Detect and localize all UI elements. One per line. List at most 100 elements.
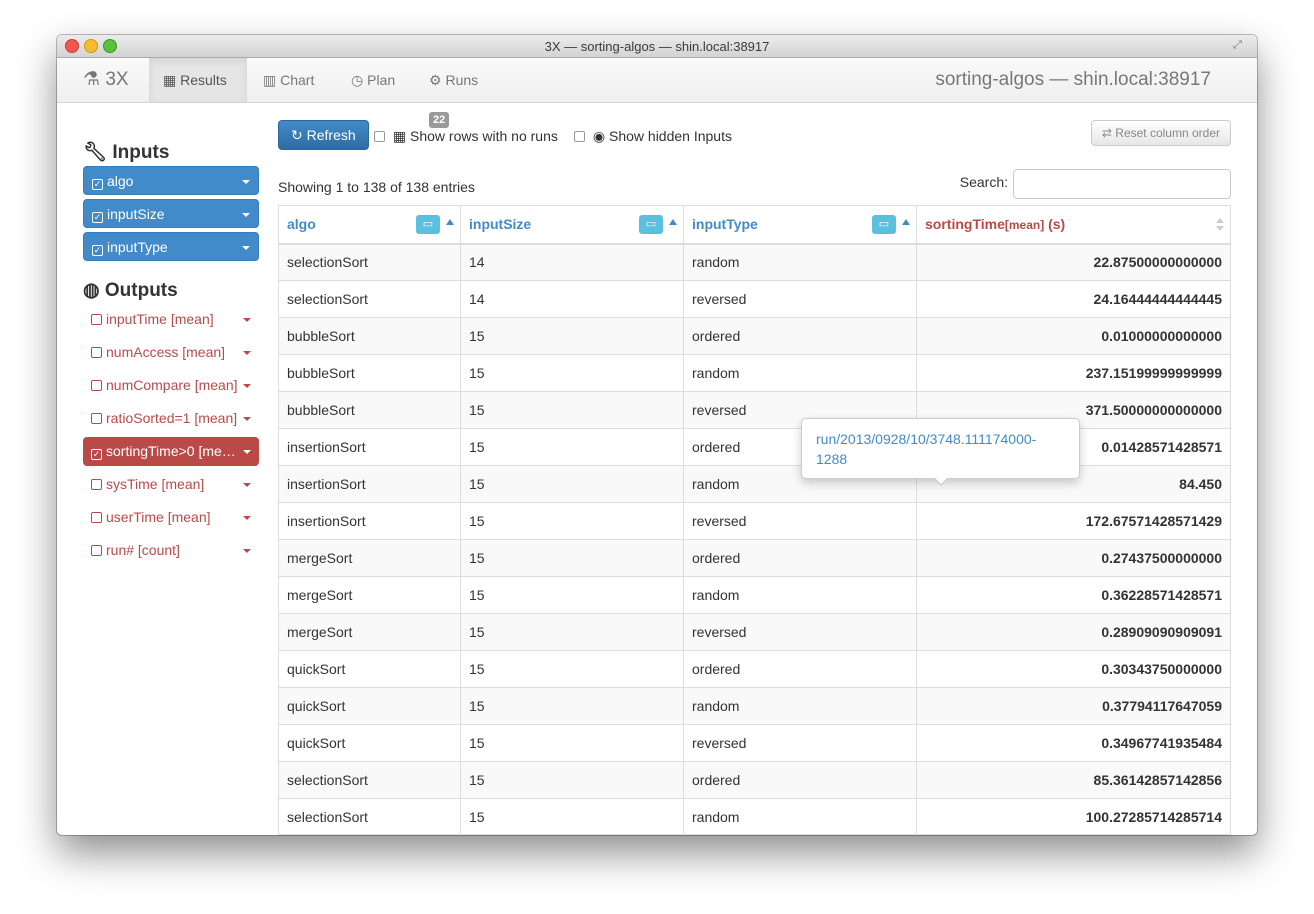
inputsize-cell[interactable]: 15 [461, 614, 684, 650]
checkbox-icon[interactable] [374, 131, 385, 142]
algo-cell[interactable]: quickSort [279, 725, 461, 761]
inputtype-cell[interactable]: random [684, 244, 917, 280]
algo-cell[interactable]: selectionSort [279, 281, 461, 317]
algo-cell[interactable]: bubbleSort [279, 318, 461, 354]
algo-cell[interactable]: mergeSort [279, 577, 461, 613]
sortingtime-cell[interactable]: 172.67571428571429 [1085, 513, 1222, 529]
inputsize-cell[interactable]: 15 [461, 392, 684, 428]
sortingtime-cell[interactable]: 0.27437500000000 [1101, 550, 1222, 566]
inputsize-cell[interactable]: 15 [461, 466, 684, 502]
sortingtime-cell[interactable]: 0.34967741935484 [1101, 735, 1222, 751]
inputsize-cell[interactable]: 14 [461, 244, 684, 280]
zoom-window-button[interactable] [103, 39, 117, 53]
inputtype-cell[interactable]: ordered [684, 540, 917, 576]
checkbox-icon[interactable] [574, 131, 585, 142]
caret-down-icon[interactable] [242, 246, 250, 250]
caret-down-icon[interactable] [243, 384, 251, 388]
header-sortingtime[interactable]: sortingTime[mean] (s) [917, 206, 1230, 243]
inputtype-cell[interactable]: random [684, 355, 917, 391]
sortingtime-cell[interactable]: 0.30343750000000 [1101, 661, 1222, 677]
algo-cell[interactable]: selectionSort [279, 762, 461, 798]
inputtype-cell[interactable]: random [684, 688, 917, 724]
inputtype-cell[interactable]: ordered [684, 762, 917, 798]
input-inputtype[interactable]: ✓ inputType [83, 232, 259, 261]
algo-cell[interactable]: selectionSort [279, 799, 461, 834]
sortingtime-cell[interactable]: 22.87500000000000 [1093, 254, 1222, 270]
sortingtime-cell[interactable]: 0.37794117647059 [1102, 698, 1222, 714]
output-usertime[interactable]: userTime [mean] [83, 503, 259, 532]
run-popover[interactable]: run/2013/0928/10/3748.111174000-1288 [801, 418, 1080, 479]
sortingtime-cell[interactable]: 371.50000000000000 [1085, 402, 1222, 418]
reset-column-order-button[interactable]: ⇄ Reset column order [1090, 120, 1231, 146]
show-hidden-inputs-toggle[interactable]: ◉ Show hidden Inputs [574, 128, 732, 145]
inputsize-cell[interactable]: 14 [461, 281, 684, 317]
run-link[interactable]: run/2013/0928/10/3748.111174000-1288 [816, 431, 1037, 467]
fullscreen-icon[interactable]: ⤢ [1233, 39, 1242, 51]
inputsize-cell[interactable]: 15 [461, 503, 684, 539]
output-numcompare[interactable]: numCompare [mean] [83, 371, 259, 400]
algo-cell[interactable]: bubbleSort [279, 355, 461, 391]
inputsize-cell[interactable]: 15 [461, 762, 684, 798]
inputsize-cell[interactable]: 15 [461, 725, 684, 761]
brand[interactable]: ⚗ 3X [83, 68, 129, 91]
output-inputtime[interactable]: inputTime [mean] [83, 305, 259, 334]
inputtype-cell[interactable]: random [684, 799, 917, 834]
sortingtime-cell[interactable]: 0.01000000000000 [1101, 328, 1222, 344]
caret-down-icon[interactable] [243, 450, 251, 454]
search-input[interactable] [1013, 169, 1231, 199]
output-numaccess[interactable]: numAccess [mean] [83, 338, 259, 367]
inputsize-cell[interactable]: 15 [461, 688, 684, 724]
caret-down-icon[interactable] [242, 180, 250, 184]
header-inputsize[interactable]: inputSize ▭ [461, 206, 684, 243]
inputtype-cell[interactable]: reversed [684, 725, 917, 761]
inputsize-cell[interactable]: 15 [461, 577, 684, 613]
tab-plan[interactable]: ◷ Plan [337, 58, 411, 102]
inputsize-cell[interactable]: 15 [461, 429, 684, 465]
caret-down-icon[interactable] [243, 549, 251, 553]
output-run-count[interactable]: run# [count] [83, 536, 259, 565]
algo-cell[interactable]: quickSort [279, 651, 461, 687]
caret-down-icon[interactable] [243, 516, 251, 520]
tab-runs[interactable]: ⚙ Runs 22 [415, 58, 515, 128]
close-window-button[interactable] [65, 39, 79, 53]
sortingtime-cell[interactable]: 24.16444444444445 [1093, 291, 1222, 307]
sortingtime-cell[interactable]: 84.450 [1179, 476, 1222, 492]
caret-down-icon[interactable] [243, 483, 251, 487]
sortingtime-cell[interactable]: 0.01428571428571 [1101, 439, 1222, 455]
folder-icon[interactable]: ▭ [872, 215, 896, 234]
folder-icon[interactable]: ▭ [639, 215, 663, 234]
inputsize-cell[interactable]: 15 [461, 651, 684, 687]
inputtype-cell[interactable]: reversed [684, 281, 917, 317]
inputtype-cell[interactable]: ordered [684, 651, 917, 687]
inputtype-cell[interactable]: random [684, 577, 917, 613]
inputsize-cell[interactable]: 15 [461, 540, 684, 576]
header-algo[interactable]: algo ▭ [279, 206, 461, 243]
input-inputsize[interactable]: ✓ inputSize [83, 199, 259, 228]
tab-results[interactable]: ▦ Results [149, 58, 247, 102]
output-sortingtime[interactable]: ✓ sortingTime>0 [me… [83, 437, 259, 466]
algo-cell[interactable]: mergeSort [279, 540, 461, 576]
tab-chart[interactable]: ▥ Chart [249, 58, 329, 102]
inputtype-cell[interactable]: random [684, 466, 917, 502]
refresh-button[interactable]: ↻ Refresh [278, 120, 369, 150]
show-rows-toggle[interactable]: ▦ Show rows with no runs [374, 128, 558, 145]
algo-cell[interactable]: insertionSort [279, 503, 461, 539]
sortingtime-cell[interactable]: 0.36228571428571 [1101, 587, 1222, 603]
inputsize-cell[interactable]: 15 [461, 799, 684, 834]
sortingtime-cell[interactable]: 85.36142857142856 [1093, 772, 1222, 788]
caret-down-icon[interactable] [243, 318, 251, 322]
algo-cell[interactable]: quickSort [279, 688, 461, 724]
inputsize-cell[interactable]: 15 [461, 355, 684, 391]
caret-down-icon[interactable] [242, 213, 250, 217]
caret-down-icon[interactable] [243, 351, 251, 355]
header-inputtype[interactable]: inputType ▭ [684, 206, 917, 243]
sortingtime-cell[interactable]: 100.27285714285714 [1085, 809, 1222, 825]
folder-icon[interactable]: ▭ [416, 215, 440, 234]
algo-cell[interactable]: selectionSort [279, 244, 461, 280]
input-algo[interactable]: ✓ algo [83, 166, 259, 195]
inputtype-cell[interactable]: reversed [684, 614, 917, 650]
inputtype-cell[interactable]: reversed [684, 503, 917, 539]
inputtype-cell[interactable]: reversed [684, 392, 917, 428]
output-ratiosorted[interactable]: ratioSorted=1 [mean] [83, 404, 259, 433]
sortingtime-cell[interactable]: 0.28909090909091 [1101, 624, 1222, 640]
